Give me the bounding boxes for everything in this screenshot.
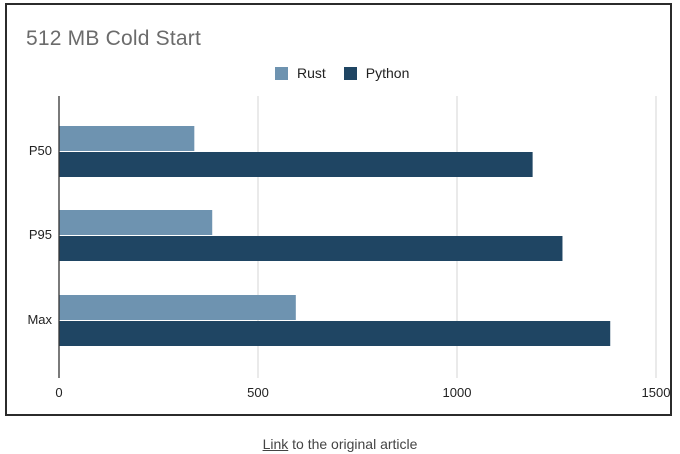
x-tick-label-1000: 1000 — [443, 385, 472, 400]
legend-item-rust: Rust — [275, 65, 326, 81]
y-category-label-p50: P50 — [29, 143, 52, 158]
legend-label-rust: Rust — [297, 65, 326, 81]
bar-rust-max — [59, 295, 296, 320]
bar-python-p50 — [59, 152, 533, 177]
bar-rust-p95 — [59, 210, 213, 235]
bar-python-p95 — [59, 236, 563, 261]
legend-item-python: Python — [343, 65, 410, 81]
legend-swatch-rust — [275, 66, 288, 80]
chart-frame — [5, 3, 672, 416]
legend-label-python: Python — [365, 65, 410, 81]
y-category-label-max: Max — [27, 312, 52, 327]
bar-rust-p50 — [59, 126, 195, 151]
chart-legend: Rust Python — [275, 65, 427, 81]
caption: Link to the original article — [0, 436, 680, 452]
original-article-link[interactable]: Link — [262, 436, 289, 452]
chart-title: 512 MB Cold Start — [26, 27, 201, 50]
caption-text: to the original article — [288, 436, 418, 452]
y-category-label-p95: P95 — [29, 227, 52, 242]
x-tick-label-1500: 1500 — [642, 385, 671, 400]
x-tick-label-500: 500 — [247, 385, 269, 400]
legend-swatch-python — [343, 66, 357, 80]
x-tick-label-0: 0 — [55, 385, 62, 400]
bar-python-max — [59, 321, 611, 346]
